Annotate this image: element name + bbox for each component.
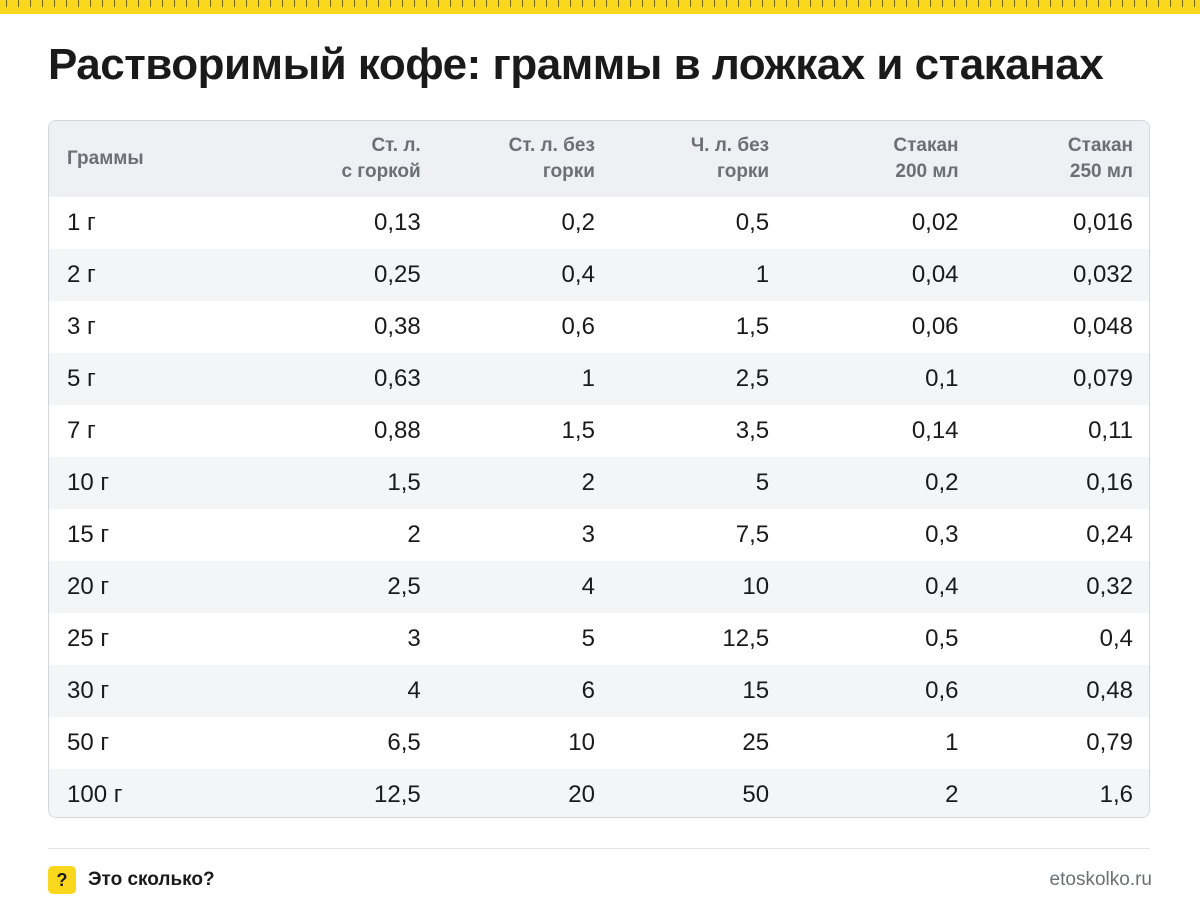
value-cell: 0,079 bbox=[1072, 365, 1133, 392]
table-row: 2 г 0,25 0,4 1 0,04 0,032 bbox=[49, 249, 1149, 301]
value-cell: 1,6 bbox=[1099, 781, 1133, 808]
value-cell: 3 bbox=[581, 521, 595, 548]
value-cell: 0,4 bbox=[925, 573, 959, 600]
value-cell: 0,88 bbox=[374, 417, 421, 444]
value-cell: 0,2 bbox=[925, 469, 959, 496]
footer-divider bbox=[48, 848, 1150, 849]
grams-cell: 30 г bbox=[67, 677, 110, 704]
value-cell: 1 bbox=[581, 365, 595, 392]
table-row: 1 г 0,13 0,2 0,5 0,02 0,016 bbox=[49, 197, 1149, 249]
value-cell: 15 bbox=[742, 677, 770, 704]
value-cell: 0,63 bbox=[374, 365, 421, 392]
value-cell: 0,3 bbox=[925, 521, 959, 548]
column-header: Ч. л. без горки bbox=[690, 135, 770, 182]
value-cell: 10 bbox=[568, 729, 595, 756]
footer-brand: ? Это сколько? bbox=[48, 866, 215, 894]
value-cell: 0,048 bbox=[1072, 313, 1133, 340]
value-cell: 0,2 bbox=[561, 209, 595, 236]
value-cell: 2 bbox=[945, 781, 959, 808]
value-cell: 1 bbox=[755, 261, 770, 288]
value-cell: 0,04 bbox=[911, 261, 959, 288]
value-cell: 0,24 bbox=[1086, 521, 1133, 548]
grams-cell: 1 г bbox=[67, 209, 96, 236]
grams-cell: 7 г bbox=[67, 417, 96, 444]
value-cell: 0,11 bbox=[1088, 417, 1133, 444]
value-cell: 6 bbox=[581, 677, 595, 704]
table-row: 3 г 0,38 0,6 1,5 0,06 0,048 bbox=[49, 301, 1149, 353]
value-cell: 3 bbox=[407, 625, 421, 652]
table-row: 20 г 2,5 4 10 0,4 0,32 bbox=[49, 561, 1149, 613]
value-cell: 20 bbox=[568, 781, 595, 808]
table-row: 100 г 12,5 20 50 2 1,6 bbox=[49, 769, 1149, 817]
question-mark-icon: ? bbox=[48, 866, 76, 894]
column-header: Стакан 200 мл bbox=[893, 135, 959, 182]
grams-cell: 15 г bbox=[67, 521, 110, 548]
value-cell: 5 bbox=[755, 469, 770, 496]
grams-cell: 25 г bbox=[67, 625, 110, 652]
value-cell: 3,5 bbox=[735, 417, 770, 444]
grams-cell: 3 г bbox=[67, 313, 96, 340]
page-title: Растворимый кофе: граммы в ложках и стак… bbox=[48, 40, 1104, 89]
value-cell: 0,06 bbox=[911, 313, 959, 340]
value-cell: 0,6 bbox=[925, 677, 959, 704]
grams-cell: 2 г bbox=[67, 261, 96, 288]
grams-cell: 20 г bbox=[67, 573, 110, 600]
value-cell: 0,6 bbox=[561, 313, 595, 340]
value-cell: 2,5 bbox=[387, 573, 421, 600]
value-cell: 0,1 bbox=[925, 365, 959, 392]
value-cell: 1 bbox=[945, 729, 959, 756]
value-cell: 12,5 bbox=[374, 781, 421, 808]
grams-cell: 10 г bbox=[67, 469, 110, 496]
value-cell: 0,032 bbox=[1072, 261, 1133, 288]
value-cell: 0,14 bbox=[911, 417, 959, 444]
value-cell: 6,5 bbox=[387, 729, 421, 756]
value-cell: 0,25 bbox=[374, 261, 421, 288]
table-row: 25 г 3 5 12,5 0,5 0,4 bbox=[49, 613, 1149, 665]
table-row: 30 г 4 6 15 0,6 0,48 bbox=[49, 665, 1149, 717]
value-cell: 2 bbox=[581, 469, 595, 496]
value-cell: 1,5 bbox=[387, 469, 421, 496]
value-cell: 2 bbox=[407, 521, 421, 548]
site-url: etoskolko.ru bbox=[1049, 869, 1152, 890]
column-header: Граммы bbox=[67, 148, 144, 169]
value-cell: 0,48 bbox=[1086, 677, 1133, 704]
value-cell: 0,016 bbox=[1072, 209, 1133, 236]
table-header-row: Граммы Ст. л. с горкой Ст. л. без горки … bbox=[49, 121, 1149, 197]
grams-cell: 100 г bbox=[67, 781, 123, 808]
value-cell: 12,5 bbox=[722, 625, 770, 652]
value-cell: 0,5 bbox=[925, 625, 959, 652]
value-cell: 0,13 bbox=[374, 209, 421, 236]
column-header: Ст. л. с горкой bbox=[341, 135, 421, 182]
table-row: 15 г 2 3 7,5 0,3 0,24 bbox=[49, 509, 1149, 561]
column-header: Ст. л. без горки bbox=[508, 135, 595, 182]
value-cell: 4 bbox=[407, 677, 421, 704]
table-row: 50 г 6,5 10 25 1 0,79 bbox=[49, 717, 1149, 769]
value-cell: 0,32 bbox=[1086, 573, 1133, 600]
value-cell: 1,5 bbox=[561, 417, 595, 444]
ruler-strip bbox=[0, 0, 1200, 14]
value-cell: 1,5 bbox=[735, 313, 770, 340]
value-cell: 2,5 bbox=[735, 365, 770, 392]
table-row: 5 г 0,63 1 2,5 0,1 0,079 bbox=[49, 353, 1149, 405]
value-cell: 0,02 bbox=[911, 209, 959, 236]
value-cell: 0,5 bbox=[735, 209, 770, 236]
value-cell: 10 bbox=[742, 573, 770, 600]
value-cell: 25 bbox=[742, 729, 770, 756]
value-cell: 4 bbox=[581, 573, 595, 600]
value-cell: 0,16 bbox=[1086, 469, 1133, 496]
brand-name: Это сколько? bbox=[88, 869, 215, 890]
value-cell: 0,38 bbox=[374, 313, 421, 340]
conversion-table: Граммы Ст. л. с горкой Ст. л. без горки … bbox=[48, 120, 1150, 818]
grams-cell: 5 г bbox=[67, 365, 96, 392]
value-cell: 0,4 bbox=[561, 261, 595, 288]
value-cell: 5 bbox=[581, 625, 595, 652]
table-row: 10 г 1,5 2 5 0,2 0,16 bbox=[49, 457, 1149, 509]
value-cell: 0,4 bbox=[1099, 625, 1133, 652]
value-cell: 50 bbox=[742, 781, 770, 808]
value-cell: 7,5 bbox=[735, 521, 770, 548]
column-header: Стакан 250 мл bbox=[1067, 135, 1133, 182]
grams-cell: 50 г bbox=[67, 729, 110, 756]
table-row: 7 г 0,88 1,5 3,5 0,14 0,11 bbox=[49, 405, 1149, 457]
value-cell: 0,79 bbox=[1086, 729, 1133, 756]
